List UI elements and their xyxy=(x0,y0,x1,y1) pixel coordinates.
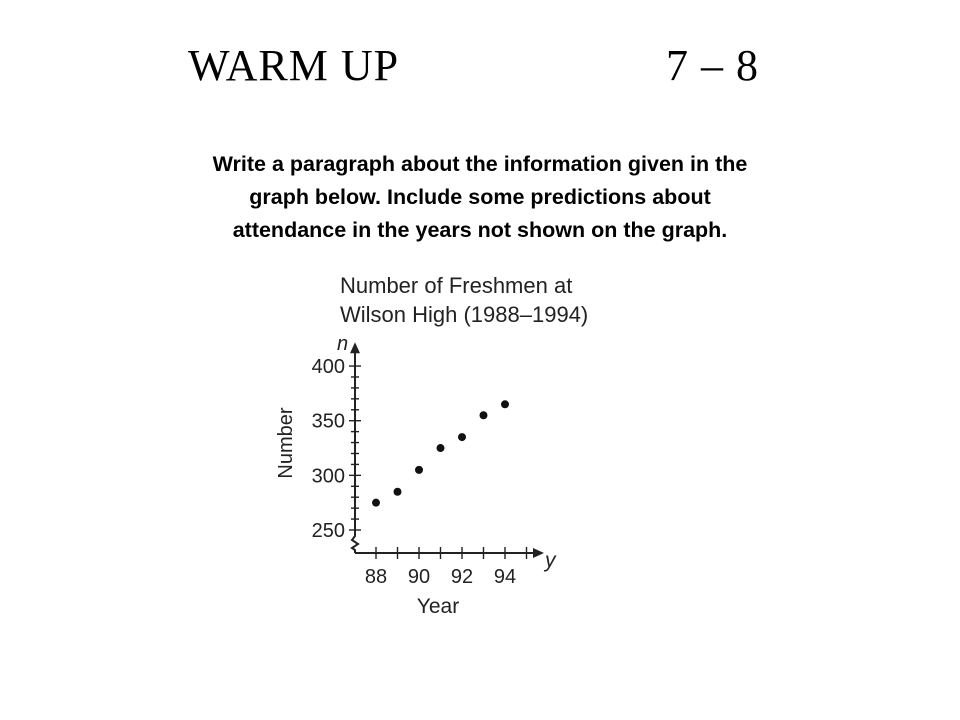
data-point xyxy=(372,498,380,507)
data-point xyxy=(501,400,509,409)
x-tick-label: 94 xyxy=(494,566,516,588)
data-point xyxy=(458,433,466,442)
y-tick-label: 400 xyxy=(312,356,345,378)
title-text: WARM UP xyxy=(188,41,400,90)
prompt-text: Write a paragraph about the information … xyxy=(100,148,860,247)
y-axis-line xyxy=(350,344,360,553)
y-tick-label: 250 xyxy=(312,520,345,542)
y-axis-label: Number xyxy=(275,407,297,478)
x-tick-label: 88 xyxy=(365,566,387,588)
data-point xyxy=(436,444,445,453)
x-axis-label: Year xyxy=(417,595,459,618)
data-point xyxy=(393,487,402,496)
x-tick-label: 92 xyxy=(451,566,473,588)
data-point xyxy=(479,411,488,420)
x-axis-variable: y xyxy=(543,549,557,572)
y-axis-arrow xyxy=(350,342,360,354)
data-point xyxy=(415,465,423,474)
x-tick-label: 90 xyxy=(408,566,430,588)
prompt-line: attendance in the years not shown on the… xyxy=(232,218,728,242)
y-axis-variable: n xyxy=(337,333,348,355)
y-tick-label: 300 xyxy=(312,465,345,487)
x-axis-arrow xyxy=(533,548,544,558)
slide-title: WARM UP 7 – 8 xyxy=(0,36,960,106)
chart-title-line: Number of Freshmen at xyxy=(340,273,572,298)
chart-title-line: Wilson High (1988–1994) xyxy=(340,302,588,327)
prompt-line: graph below. Include some predictions ab… xyxy=(249,185,711,209)
prompt-line: Write a paragraph about the information … xyxy=(212,152,748,176)
y-tick-label: 350 xyxy=(312,411,345,433)
lesson-number: 7 – 8 xyxy=(666,41,759,90)
